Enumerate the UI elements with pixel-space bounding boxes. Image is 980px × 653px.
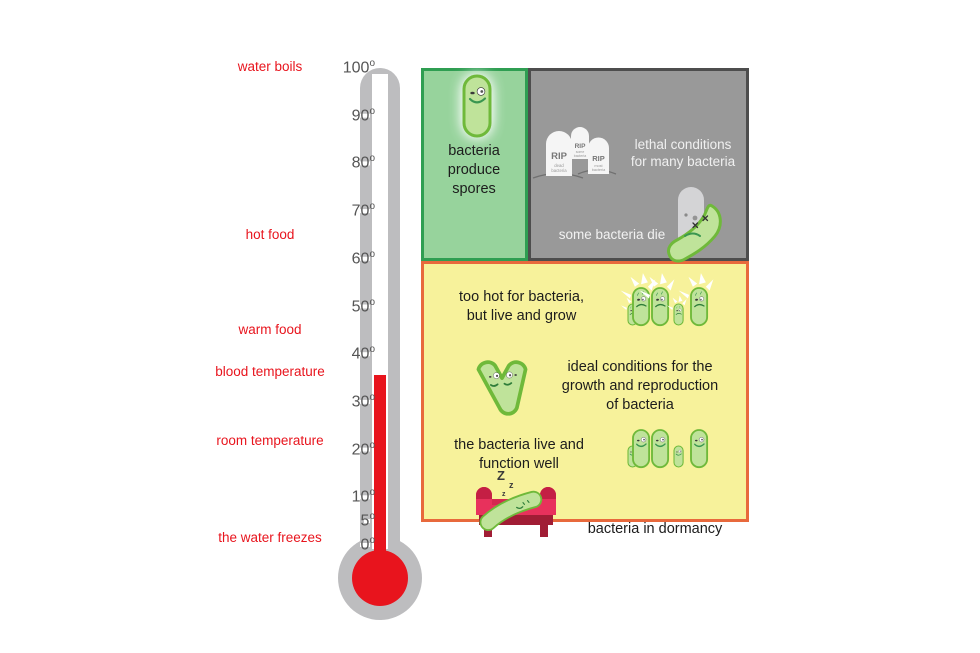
svg-text:bacteria: bacteria <box>574 154 587 158</box>
svg-text:RIP: RIP <box>551 151 568 162</box>
svg-text:RIP: RIP <box>592 154 605 163</box>
svg-text:RIP: RIP <box>575 143 587 150</box>
svg-text:bacteria: bacteria <box>592 168 606 172</box>
svg-text:z: z <box>502 491 506 498</box>
svg-text:bacteria: bacteria <box>551 168 567 173</box>
svg-text:z: z <box>509 480 514 490</box>
svg-text:Z: Z <box>497 468 505 483</box>
